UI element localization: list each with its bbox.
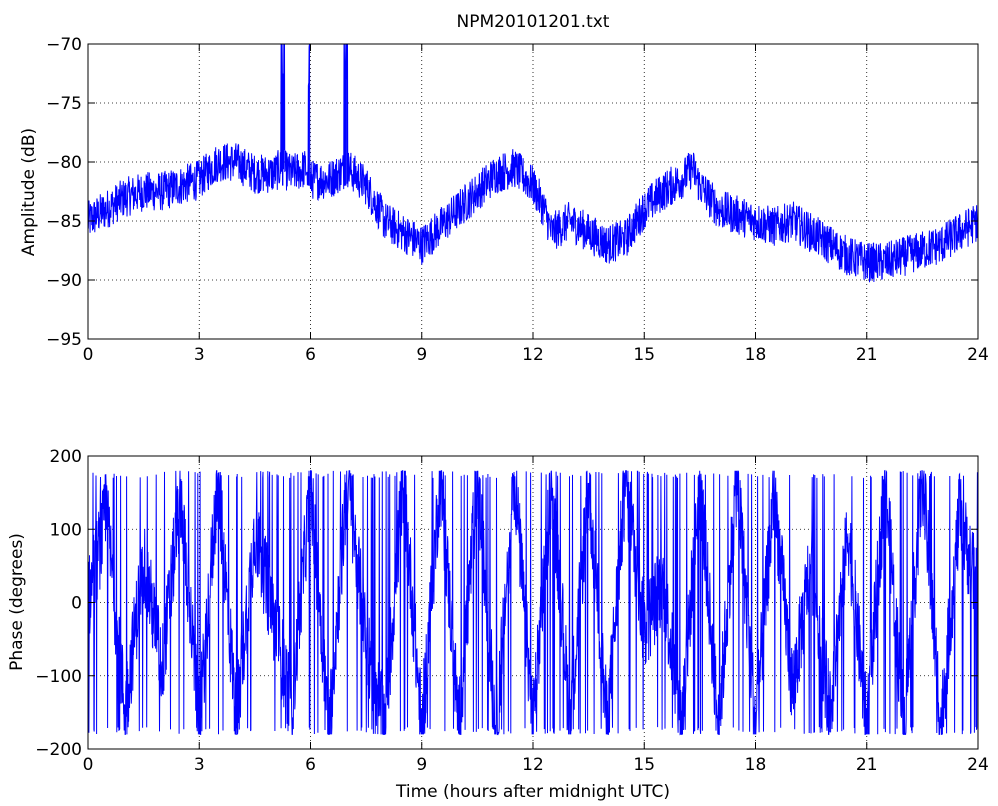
amplitude-x-tick-label: 9: [416, 345, 427, 365]
amplitude-x-tick-label: 6: [305, 345, 316, 365]
phase-x-tick-label: 6: [305, 755, 316, 775]
time-x-label: Time (hours after midnight UTC): [395, 782, 670, 802]
amplitude-x-tick-label: 18: [745, 345, 767, 365]
amplitude-x-tick-label: 0: [83, 345, 94, 365]
amplitude-x-tick-label: 24: [967, 345, 989, 365]
phase-x-tick-label: 15: [633, 755, 655, 775]
amplitude-x-tick-label: 15: [633, 345, 655, 365]
phase-x-tick-label: 18: [745, 755, 767, 775]
phase-x-tick-label: 9: [416, 755, 427, 775]
phase-x-tick-label: 0: [83, 755, 94, 775]
amplitude-y-tick-label: −75: [46, 94, 82, 114]
phase-y-tick-label: −200: [35, 740, 82, 760]
amplitude-axes: Amplitude (dB) 0 3 6 9 12 15 18 21 24 −95 −90 −85 −8…: [19, 35, 989, 365]
amplitude-y-tick-label: −90: [46, 271, 82, 291]
phase-y-label: Phase (degrees): [7, 533, 27, 671]
amplitude-y-tick-label: −70: [46, 35, 82, 55]
amplitude-y-tick-label: −85: [46, 212, 82, 232]
amplitude-y-label: Amplitude (dB): [19, 128, 39, 256]
phase-x-tick-label: 24: [967, 755, 989, 775]
amplitude-x-tick-label: 12: [522, 345, 544, 365]
phase-series-line: [87, 469, 979, 736]
phase-y-tick-label: −100: [35, 667, 82, 687]
amplitude-x-tick-label: 3: [194, 345, 205, 365]
phase-x-tick-label: 3: [194, 755, 205, 775]
chart-title: NPM20101201.txt: [457, 12, 610, 32]
phase-axes: Phase (degrees) Time (hours after midnig…: [7, 447, 989, 802]
amplitude-series-line: [87, 43, 979, 283]
phase-x-tick-label: 21: [856, 755, 878, 775]
phase-y-tick-label: 200: [50, 447, 82, 467]
amplitude-y-tick-label: −80: [46, 153, 82, 173]
phase-y-tick-label: 100: [50, 520, 82, 540]
phase-y-tick-label: 0: [71, 594, 82, 614]
phase-x-tick-label: 12: [522, 755, 544, 775]
amplitude-x-tick-label: 21: [856, 345, 878, 365]
amplitude-y-tick-label: −95: [46, 330, 82, 350]
